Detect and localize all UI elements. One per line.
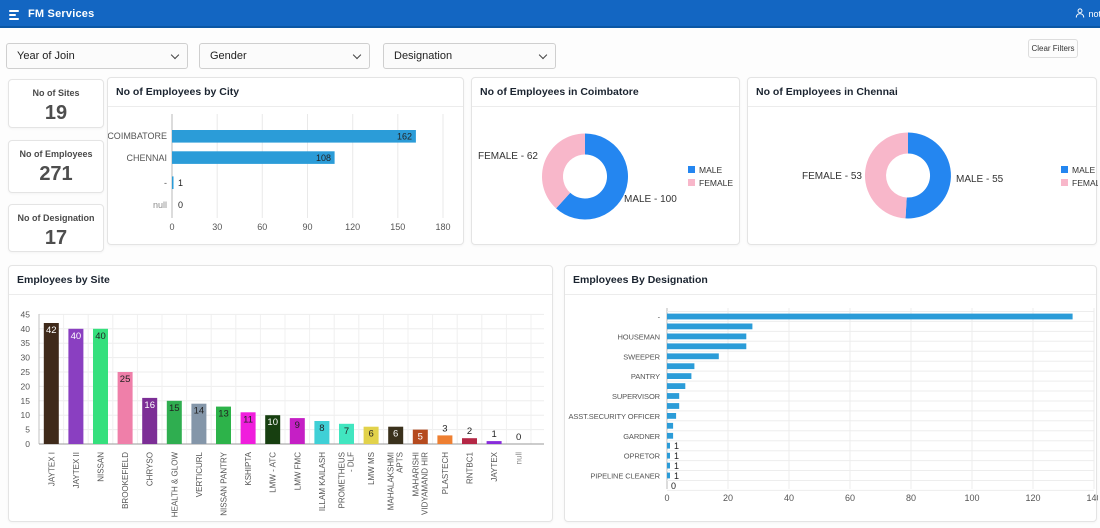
svg-text:ASST.SECURITY OFFICER: ASST.SECURITY OFFICER <box>568 412 660 421</box>
svg-text:60: 60 <box>845 493 855 503</box>
svg-text:100: 100 <box>964 493 979 503</box>
svg-text:5: 5 <box>25 425 30 435</box>
svg-text:NISSAN: NISSAN <box>97 452 106 482</box>
svg-text:2: 2 <box>467 426 472 437</box>
svg-text:1: 1 <box>178 178 183 188</box>
svg-text:15: 15 <box>21 396 31 406</box>
svg-text:140: 140 <box>1086 493 1098 503</box>
svg-text:42: 42 <box>46 325 57 336</box>
svg-text:30: 30 <box>212 222 222 232</box>
svg-text:CHENNAI: CHENNAI <box>126 153 167 163</box>
svg-text:SUPERVISOR: SUPERVISOR <box>612 392 661 401</box>
svg-text:MAHALAKSHMI: MAHALAKSHMI <box>387 452 396 510</box>
svg-text:25: 25 <box>120 374 131 385</box>
svg-text:HEALTH & GLOW: HEALTH & GLOW <box>170 452 179 518</box>
svg-text:MAHARISHI: MAHARISHI <box>411 452 420 496</box>
svg-text:1: 1 <box>674 471 679 481</box>
svg-text:LMW - ATC: LMW - ATC <box>269 452 278 493</box>
svg-text:13: 13 <box>218 409 229 420</box>
svg-text:30: 30 <box>21 353 31 363</box>
svg-text:7: 7 <box>344 426 349 437</box>
svg-text:VERTICURL: VERTICURL <box>195 451 204 497</box>
svg-text:5: 5 <box>418 432 423 443</box>
svg-text:MALE: MALE <box>699 165 722 175</box>
svg-text:FEMALE - 53: FEMALE - 53 <box>802 171 862 182</box>
svg-text:PIPELINE CLEANER: PIPELINE CLEANER <box>590 472 660 481</box>
svg-text:PLASTECH: PLASTECH <box>441 452 450 494</box>
svg-text:0: 0 <box>25 439 30 449</box>
svg-text:1: 1 <box>674 461 679 471</box>
svg-text:180: 180 <box>435 222 450 232</box>
svg-text:20: 20 <box>21 381 31 391</box>
svg-text:-: - <box>164 178 167 188</box>
svg-text:-: - <box>658 313 661 322</box>
svg-text:SWEEPER: SWEEPER <box>623 352 660 361</box>
svg-text:FEMALE: FEMALE <box>1072 178 1098 188</box>
svg-text:MALE - 55: MALE - 55 <box>956 174 1004 185</box>
svg-text:PROMETHEUS: PROMETHEUS <box>338 452 347 508</box>
svg-text:CHRYSO: CHRYSO <box>146 452 155 486</box>
svg-text:HOUSEMAN: HOUSEMAN <box>617 332 660 341</box>
svg-text:162: 162 <box>397 132 412 142</box>
svg-text:15: 15 <box>169 403 180 414</box>
svg-text:10: 10 <box>267 417 278 428</box>
svg-text:RNTBC1: RNTBC1 <box>466 451 475 484</box>
svg-text:10: 10 <box>21 410 31 420</box>
svg-text:OPRETOR: OPRETOR <box>624 452 661 461</box>
svg-text:9: 9 <box>295 420 300 431</box>
svg-text:COIMBATORE: COIMBATORE <box>108 131 167 141</box>
svg-text:45: 45 <box>21 309 31 319</box>
svg-text:PANTRY: PANTRY <box>631 372 660 381</box>
svg-text:14: 14 <box>194 406 205 417</box>
svg-text:108: 108 <box>316 153 331 163</box>
svg-text:6: 6 <box>368 429 373 440</box>
svg-text:80: 80 <box>906 493 916 503</box>
svg-text:20: 20 <box>723 493 733 503</box>
svg-text:8: 8 <box>319 423 324 434</box>
svg-text:0: 0 <box>178 200 183 210</box>
svg-text:BROOKEFIELD: BROOKEFIELD <box>121 452 130 509</box>
svg-text:11: 11 <box>243 414 253 425</box>
svg-text:40: 40 <box>71 331 82 342</box>
svg-text:150: 150 <box>390 222 405 232</box>
svg-text:40: 40 <box>21 324 31 334</box>
svg-text:16: 16 <box>144 400 155 411</box>
svg-text:JAYTEX I: JAYTEX I <box>47 452 56 486</box>
svg-text:FEMALE - 62: FEMALE - 62 <box>478 151 538 162</box>
svg-text:1: 1 <box>491 429 496 440</box>
svg-text:GARDNER: GARDNER <box>623 432 660 441</box>
svg-text:NISSAN PANTRY: NISSAN PANTRY <box>220 451 229 515</box>
svg-text:40: 40 <box>95 331 106 342</box>
svg-text:MALE - 100: MALE - 100 <box>624 194 677 205</box>
svg-text:1: 1 <box>674 451 679 461</box>
svg-text:KSHIPTA: KSHIPTA <box>244 451 253 485</box>
svg-text:VIDYAMAND HIR: VIDYAMAND HIR <box>420 452 429 515</box>
svg-text:LMW MS: LMW MS <box>367 452 376 485</box>
svg-text:25: 25 <box>21 367 31 377</box>
svg-text:JAYTEX II: JAYTEX II <box>72 452 81 488</box>
svg-text:null: null <box>153 200 167 210</box>
svg-text:0: 0 <box>664 493 669 503</box>
svg-text:120: 120 <box>345 222 360 232</box>
svg-text:60: 60 <box>257 222 267 232</box>
svg-text:120: 120 <box>1025 493 1040 503</box>
svg-text:0: 0 <box>671 481 676 491</box>
svg-text:0: 0 <box>516 432 521 443</box>
svg-text:JAYTEX: JAYTEX <box>490 451 499 481</box>
svg-text:- DLF: - DLF <box>347 452 356 472</box>
svg-text:40: 40 <box>784 493 794 503</box>
svg-text:ILLAM KAILASH: ILLAM KAILASH <box>318 452 327 511</box>
svg-text:35: 35 <box>21 338 31 348</box>
svg-text:APTS: APTS <box>396 452 405 473</box>
svg-text:MALE: MALE <box>1072 165 1095 175</box>
svg-text:0: 0 <box>169 222 174 232</box>
svg-text:FEMALE: FEMALE <box>699 178 733 188</box>
svg-text:90: 90 <box>302 222 312 232</box>
svg-text:3: 3 <box>442 423 447 434</box>
svg-text:6: 6 <box>393 429 398 440</box>
svg-text:1: 1 <box>674 441 679 451</box>
svg-text:LMW FMC: LMW FMC <box>293 452 302 490</box>
svg-text:null: null <box>515 452 524 465</box>
